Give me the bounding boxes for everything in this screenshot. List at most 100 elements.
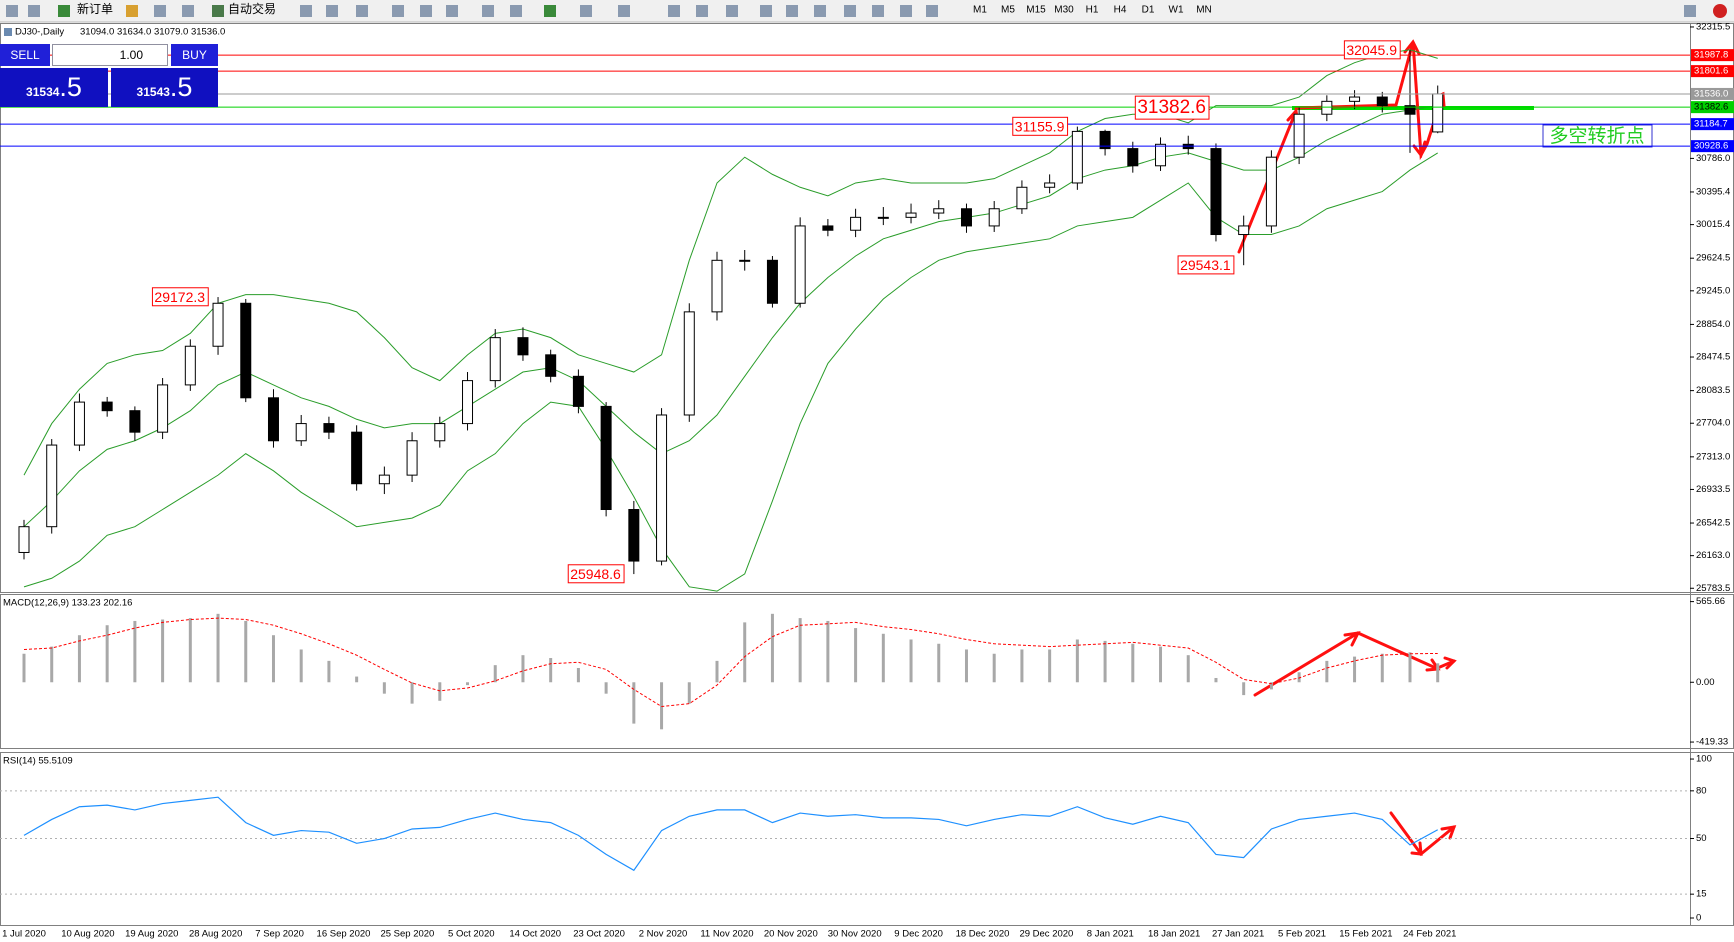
bid-price: 31534 [26,84,60,99]
x-tick-label: 23 Oct 2020 [573,929,625,940]
macd-bar [715,660,719,683]
candle-body [1432,93,1444,133]
macd-bar [1103,640,1107,683]
macd-bar [909,639,913,683]
x-tick-label: 15 Feb 2021 [1339,929,1392,940]
macd-bar [660,682,664,730]
y-tick-label: 50 [1696,833,1707,844]
x-tick-label: 29 Dec 2020 [1019,929,1073,940]
y-tick-label: 26933.5 [1696,484,1730,495]
timeframe-button[interactable]: M5 [1001,5,1015,16]
macd-bar [1186,655,1190,683]
macd-bar [1353,656,1357,683]
y-tick-label: 80 [1696,785,1707,796]
pane-title: DJ30-,Daily [15,27,64,38]
candle-body [1293,113,1305,158]
macd-bar [1020,649,1024,683]
macd-bar [271,635,275,683]
x-tick-label: 30 Nov 2020 [828,929,882,940]
macd-bar [299,649,303,683]
candle-body [628,509,640,562]
candle-body [1127,148,1139,167]
bollinger-lower [23,152,1438,592]
timeframe-button[interactable]: M15 [1026,5,1046,16]
macd-bar [964,649,968,683]
candle-body [489,337,501,382]
candle-body [905,212,917,218]
macd-bar [604,682,608,694]
lot-input[interactable]: 1.00 [52,44,168,66]
macd-bar [798,618,802,683]
macd-bar [576,668,580,683]
bollinger-middle [23,105,1438,528]
price-level-label: 31382.6 [1694,102,1728,113]
candle-body [1404,105,1416,115]
y-tick-label: 27313.0 [1696,451,1730,462]
note-text: 多空转折点 [1549,125,1644,147]
toolbar [0,0,1734,22]
candle-body [988,208,1000,227]
x-tick-label: 16 Sep 2020 [317,929,371,940]
macd-bar [133,620,137,683]
macd-bar [1408,652,1412,683]
buy-button[interactable]: BUY [171,44,218,66]
y-tick-label: 26542.5 [1696,518,1730,529]
note-box [1542,124,1653,148]
candle-body [1321,100,1333,115]
price-annotation: 31382.6 [1137,97,1206,118]
candle-body [933,208,945,214]
annotation-box [1177,255,1235,275]
macd-bar [493,665,497,683]
candle-body [295,423,307,442]
timeframe-button[interactable]: H4 [1114,5,1127,16]
candle-body [822,225,834,231]
macd-bar [466,682,470,686]
timeframe-button[interactable]: M1 [973,5,987,16]
chart-subtitle: 31094.0 31634.0 31079.0 31536.0 [80,27,225,38]
bid-pips: .5 [59,72,82,102]
timeframe-button[interactable]: W1 [1169,5,1184,16]
ask-box[interactable]: 31543 .5 [111,68,218,107]
price-level-label: 31536.0 [1694,88,1728,99]
candle-body [683,311,695,416]
price-level-label: 31987.8 [1694,50,1728,61]
candle-body [739,259,751,262]
macd-bar [1048,649,1052,683]
candle-body [1376,96,1388,107]
y-tick-label: -419.33 [1696,737,1728,748]
timeframe-button[interactable]: H1 [1086,5,1099,16]
auto-trading-button[interactable]: 自动交易 [228,1,276,16]
pane-title: MACD(12,26,9) 133.23 202.16 [3,598,132,609]
macd-bar [1242,682,1246,696]
candle-body [73,401,85,446]
candle-body [212,302,224,347]
price-annotation: 31155.9 [1015,118,1065,134]
macd-bar [188,618,192,683]
price-level-tag [1691,65,1734,78]
candle-body [46,444,58,528]
candle-body [850,216,862,231]
timeframe-button[interactable]: M30 [1054,5,1074,16]
candle-body [960,208,972,227]
macd-bar [521,655,525,683]
timeframe-button[interactable]: D1 [1142,5,1155,16]
candle-body [1016,186,1028,210]
candle-body [101,401,113,412]
macd-bar [410,682,414,704]
price-annotation: 29172.3 [154,289,205,305]
x-tick-label: 5 Oct 2020 [448,929,494,940]
price-level-label: 31801.6 [1694,66,1728,77]
candle-body [434,423,446,442]
candle-body [572,375,584,407]
price-annotation: 32045.9 [1346,42,1397,58]
bid-box[interactable]: 31534 .5 [0,68,108,107]
annotation-box [1343,40,1401,60]
timeframe-button[interactable]: MN [1196,5,1212,16]
candle-body [406,440,418,476]
new-order-button[interactable]: 新订单 [77,1,113,16]
candle-body [1238,225,1250,236]
macd-bar [632,682,636,724]
candle-body [877,216,889,219]
sell-button[interactable]: SELL [0,44,50,66]
x-tick-label: 8 Jan 2021 [1087,929,1134,940]
